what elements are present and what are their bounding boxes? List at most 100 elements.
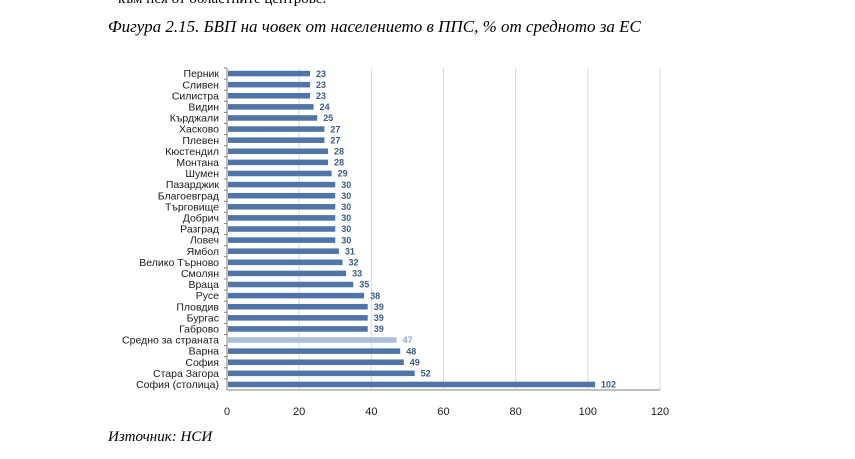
figure-title: Фигура 2.15. БВП на човек от населението…	[108, 17, 641, 36]
category-label: София (столица)	[136, 379, 219, 391]
x-tick-label: 120	[651, 406, 669, 418]
category-label: Средно за страната	[122, 335, 219, 347]
data-label: 28	[334, 158, 344, 168]
data-label: 23	[316, 69, 326, 79]
bar	[228, 181, 336, 188]
data-label: 35	[359, 280, 369, 290]
bar	[228, 159, 329, 166]
category-label: Ямбол	[187, 246, 219, 258]
data-label: 102	[601, 380, 616, 390]
bar	[228, 192, 336, 199]
bar	[228, 237, 336, 243]
category-label: Велико Търново	[139, 257, 219, 269]
data-label: 30	[341, 213, 351, 223]
data-label: 30	[341, 235, 351, 245]
category-label: Варна	[189, 346, 219, 358]
category-label: София	[185, 357, 219, 369]
bar	[228, 281, 354, 288]
data-label: 38	[370, 291, 380, 301]
data-label: 30	[341, 202, 351, 212]
data-label: 39	[374, 324, 384, 334]
bar	[228, 226, 336, 232]
category-label: Добрич	[183, 212, 219, 224]
bar	[228, 170, 332, 177]
x-axis: 0 20 40 60 80 100 120	[224, 67, 669, 418]
category-label: Русе	[196, 290, 219, 302]
bar	[228, 70, 310, 77]
x-tick-label: 80	[510, 406, 522, 418]
category-label: Монтана	[176, 157, 219, 169]
data-label: 49	[410, 357, 420, 367]
bar	[228, 115, 318, 121]
data-label: 23	[316, 91, 326, 101]
data-label: 23	[316, 80, 326, 90]
category-label: Ловеч	[190, 235, 219, 247]
category-label: Сливен	[182, 79, 219, 91]
category-label: Плевен	[182, 135, 219, 147]
data-label: 28	[334, 146, 344, 156]
value-labels: 2323232425272728282930303030303031323335…	[316, 69, 616, 390]
bar	[228, 204, 336, 210]
category-label: Пазарджик	[166, 179, 220, 191]
data-label: 31	[345, 246, 355, 256]
category-label: Смолян	[181, 268, 219, 280]
category-label: Разград	[180, 224, 219, 236]
data-label: 52	[421, 369, 431, 379]
bar	[228, 359, 404, 366]
data-label: 47	[403, 335, 413, 345]
x-tick-label: 0	[224, 406, 230, 418]
source-note: Източник: НСИ	[108, 429, 213, 445]
category-label: Шумен	[185, 168, 219, 180]
bar	[228, 315, 368, 321]
category-label: Хасково	[179, 124, 219, 136]
bar	[228, 303, 368, 310]
category-label: Видин	[188, 101, 219, 113]
category-label: Търговище	[165, 201, 219, 213]
bar	[228, 270, 347, 277]
category-label: Пловдив	[176, 301, 219, 313]
data-label: 30	[341, 191, 351, 201]
category-label: Стара Загора	[153, 368, 219, 380]
x-tick-label: 100	[579, 406, 597, 418]
category-label: Враца	[188, 279, 219, 291]
bar-average	[228, 337, 397, 343]
category-label: Перник	[184, 68, 220, 80]
bar	[228, 348, 401, 354]
data-label: 39	[374, 302, 384, 312]
x-tick-label: 60	[437, 406, 449, 418]
category-label: Кърджали	[170, 113, 219, 125]
data-label: 27	[330, 124, 340, 134]
data-label: 24	[320, 102, 330, 112]
bar	[228, 137, 325, 143]
x-tick-label: 20	[293, 406, 305, 418]
bar	[228, 381, 596, 388]
bar	[228, 92, 310, 99]
data-label: 29	[338, 169, 348, 179]
data-label: 27	[330, 135, 340, 145]
bar	[228, 126, 325, 132]
category-label: Благоевград	[158, 190, 219, 202]
chart-bars	[228, 70, 596, 388]
bar	[228, 370, 415, 377]
bar	[228, 148, 329, 155]
data-label: 32	[348, 258, 358, 268]
data-label: 25	[323, 113, 333, 123]
data-label: 30	[341, 224, 351, 234]
data-label: 39	[374, 313, 384, 323]
category-label: Силистра	[172, 90, 219, 102]
data-label: 48	[406, 346, 416, 356]
bar	[228, 326, 368, 332]
previous-paragraph-fragment: към нея от областните центрове.	[118, 0, 326, 8]
bar	[228, 259, 343, 266]
bar	[228, 292, 365, 299]
data-label: 33	[352, 269, 362, 279]
category-labels: ПерникСливенСилистраВидинКърджалиХасково…	[122, 68, 219, 391]
category-label: Бургас	[187, 312, 219, 324]
category-label: Кюстендил	[165, 146, 219, 158]
data-label: 30	[341, 180, 351, 190]
x-tick-label: 40	[365, 406, 377, 418]
category-label: Габрово	[179, 324, 219, 336]
bar	[228, 215, 336, 221]
bar	[228, 104, 314, 110]
